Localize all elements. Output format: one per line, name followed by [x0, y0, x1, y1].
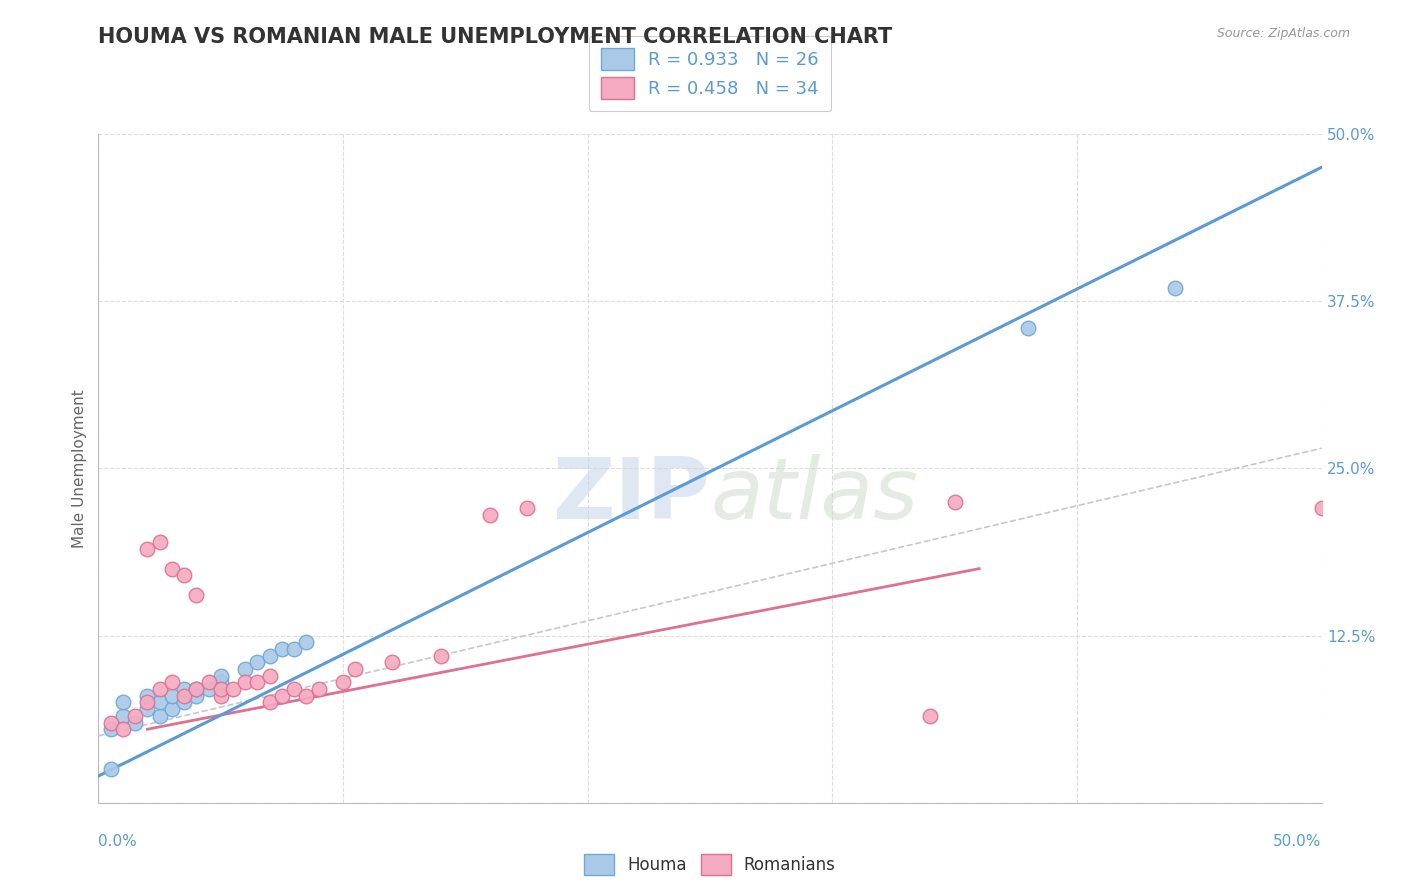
- Point: [283, 642, 305, 657]
- Point: [1164, 281, 1187, 295]
- Point: [160, 675, 183, 690]
- Point: [173, 689, 195, 703]
- Point: [100, 762, 122, 776]
- Point: [332, 675, 354, 690]
- Point: [124, 715, 146, 730]
- Point: [308, 681, 330, 696]
- Point: [270, 689, 294, 703]
- Text: HOUMA VS ROMANIAN MALE UNEMPLOYMENT CORRELATION CHART: HOUMA VS ROMANIAN MALE UNEMPLOYMENT CORR…: [98, 27, 893, 46]
- Point: [149, 681, 172, 696]
- Point: [186, 589, 208, 603]
- Point: [259, 669, 281, 683]
- Point: [197, 675, 219, 690]
- Point: [111, 708, 134, 723]
- Point: [160, 562, 183, 576]
- Point: [111, 696, 134, 710]
- Point: [478, 508, 501, 523]
- Legend: Houma, Romanians: Houma, Romanians: [578, 847, 842, 881]
- Point: [233, 662, 256, 676]
- Point: [381, 655, 404, 669]
- Point: [920, 708, 942, 723]
- Point: [186, 681, 208, 696]
- Point: [197, 681, 219, 696]
- Point: [246, 655, 269, 669]
- Point: [295, 635, 318, 649]
- Point: [209, 681, 232, 696]
- Point: [943, 494, 966, 508]
- Text: ZIP: ZIP: [553, 453, 710, 537]
- Point: [173, 568, 195, 582]
- Point: [222, 681, 245, 696]
- Text: 50.0%: 50.0%: [1274, 834, 1322, 849]
- Point: [100, 723, 122, 737]
- Point: [259, 648, 281, 663]
- Point: [259, 696, 281, 710]
- Point: [160, 689, 183, 703]
- Point: [295, 689, 318, 703]
- Point: [100, 715, 122, 730]
- Point: [136, 541, 159, 556]
- Point: [186, 689, 208, 703]
- Point: [233, 675, 256, 690]
- Text: 0.0%: 0.0%: [98, 834, 138, 849]
- Text: Source: ZipAtlas.com: Source: ZipAtlas.com: [1216, 27, 1350, 40]
- Point: [111, 723, 134, 737]
- Point: [344, 662, 367, 676]
- Point: [515, 501, 537, 516]
- Point: [430, 648, 453, 663]
- Point: [283, 681, 305, 696]
- Point: [173, 681, 195, 696]
- Point: [1017, 321, 1039, 335]
- Point: [136, 702, 159, 716]
- Point: [136, 696, 159, 710]
- Point: [160, 702, 183, 716]
- Text: atlas: atlas: [710, 453, 918, 537]
- Point: [124, 708, 146, 723]
- Point: [186, 681, 208, 696]
- Point: [209, 669, 232, 683]
- Point: [1310, 501, 1333, 516]
- Point: [246, 675, 269, 690]
- Point: [149, 708, 172, 723]
- Point: [149, 535, 172, 549]
- Point: [173, 696, 195, 710]
- Point: [149, 696, 172, 710]
- Point: [209, 675, 232, 690]
- Point: [209, 689, 232, 703]
- Point: [136, 689, 159, 703]
- Point: [270, 642, 294, 657]
- Y-axis label: Male Unemployment: Male Unemployment: [72, 389, 87, 548]
